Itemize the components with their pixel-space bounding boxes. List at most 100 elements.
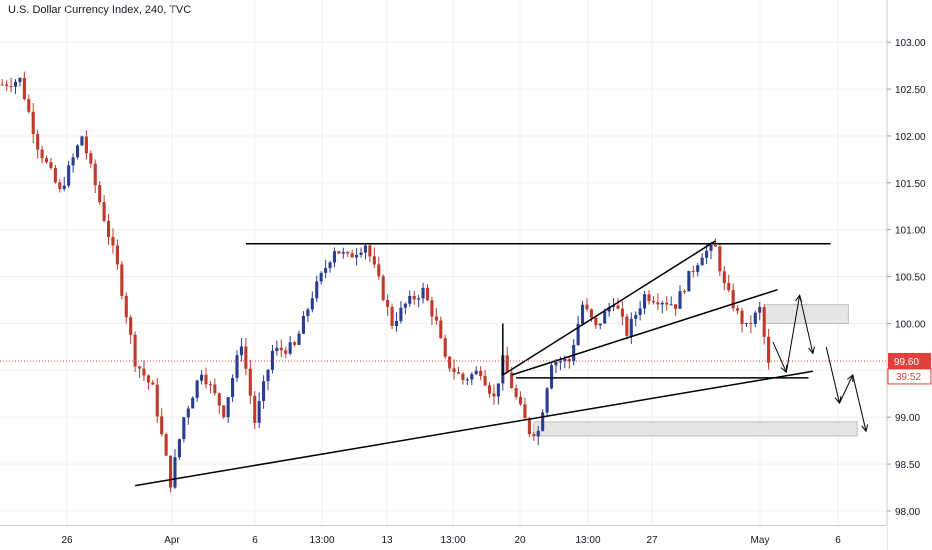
- y-tick-label: 100.00: [895, 319, 926, 330]
- countdown-badge: [887, 368, 932, 385]
- candle: [301, 311, 306, 335]
- candle: [191, 396, 195, 409]
- candle: [399, 301, 403, 324]
- y-tick-label: 102.00: [895, 132, 926, 143]
- candle: [58, 178, 62, 193]
- candle: [753, 310, 757, 328]
- x-tick-label: 13:00: [575, 535, 600, 546]
- candle: [678, 285, 682, 309]
- candle: [408, 290, 412, 307]
- candle: [44, 155, 49, 164]
- candle: [629, 312, 633, 344]
- candle: [709, 242, 713, 260]
- price-zone: [533, 421, 858, 437]
- candle: [80, 135, 84, 146]
- candle: [660, 300, 664, 314]
- candle: [634, 311, 638, 327]
- candle: [758, 301, 762, 321]
- candle: [18, 77, 22, 87]
- candle: [616, 298, 620, 310]
- candle: [182, 416, 186, 443]
- candle: [425, 284, 430, 302]
- candle: [164, 432, 168, 457]
- trendline: [134, 370, 814, 487]
- time-axis[interactable]: 26 Apr 6 13:00 13 13:00 20 13:00 27 May 6: [0, 525, 887, 550]
- y-tick-label: 98.50: [895, 460, 920, 471]
- candle: [487, 382, 492, 398]
- candle: [244, 337, 248, 376]
- candle: [665, 296, 669, 311]
- candle: [372, 247, 376, 268]
- candle: [0, 79, 4, 86]
- candle: [120, 261, 124, 300]
- candle: [89, 150, 93, 168]
- projection-arrow: [852, 374, 869, 433]
- candle: [505, 346, 509, 373]
- candle: [580, 300, 585, 326]
- y-tick-label: 102.50: [895, 85, 926, 96]
- candle: [40, 145, 44, 164]
- candle: [713, 238, 717, 247]
- candle: [262, 375, 266, 409]
- candle: [293, 340, 297, 347]
- y-tick-label: 101.00: [895, 226, 926, 237]
- candle: [523, 397, 527, 419]
- candle: [102, 195, 106, 223]
- candle: [75, 144, 80, 160]
- candle: [270, 344, 274, 374]
- candle: [186, 405, 190, 425]
- candle: [279, 339, 283, 358]
- candle: [62, 176, 66, 192]
- candle: [549, 362, 554, 390]
- candle: [142, 360, 146, 381]
- price-axis[interactable]: 103.00 102.50 102.00 101.50 101.00 100.50 100.…: [886, 0, 932, 550]
- candle: [160, 408, 164, 437]
- candle: [204, 367, 208, 389]
- candle: [545, 387, 549, 416]
- candle: [470, 372, 474, 385]
- candle: [643, 291, 647, 315]
- y-tick-label: 101.50: [895, 179, 926, 190]
- candle: [651, 296, 655, 305]
- candle: [31, 103, 35, 144]
- candle: [177, 438, 181, 460]
- candle: [297, 330, 301, 346]
- candle: [350, 249, 354, 258]
- candle: [368, 243, 372, 263]
- candle: [319, 271, 323, 285]
- candle: [439, 316, 443, 339]
- x-tick-label: 13:00: [440, 535, 465, 546]
- candle: [465, 377, 469, 385]
- candle: [222, 405, 226, 419]
- candle: [434, 307, 438, 325]
- candle: [483, 370, 487, 387]
- candle: [253, 391, 257, 430]
- candle: [656, 293, 660, 311]
- x-tick-label: 6: [835, 535, 841, 546]
- candle: [598, 323, 602, 330]
- chart-title: U.S. Dollar Currency Index, 240, TVC: [8, 4, 192, 16]
- candle: [137, 365, 142, 378]
- x-tick-label: 27: [646, 535, 658, 546]
- supply-demand-zones: [533, 304, 858, 437]
- candle: [27, 94, 31, 114]
- candle: [226, 396, 230, 423]
- candle: [674, 304, 678, 316]
- last-price-label: 99.60: [894, 357, 919, 368]
- candle: [133, 331, 137, 372]
- price-zone: [763, 304, 849, 324]
- y-tick-label: 98.00: [895, 507, 920, 518]
- candle: [49, 157, 53, 171]
- candle: [687, 270, 691, 292]
- candle: [514, 384, 518, 400]
- candle: [417, 294, 421, 308]
- candle: [13, 79, 18, 95]
- candle: [22, 71, 26, 101]
- candle: [288, 336, 292, 356]
- candle: [492, 384, 496, 405]
- candle: [731, 283, 735, 312]
- candle: [625, 313, 629, 340]
- candle: [213, 378, 217, 396]
- candle: [173, 449, 177, 489]
